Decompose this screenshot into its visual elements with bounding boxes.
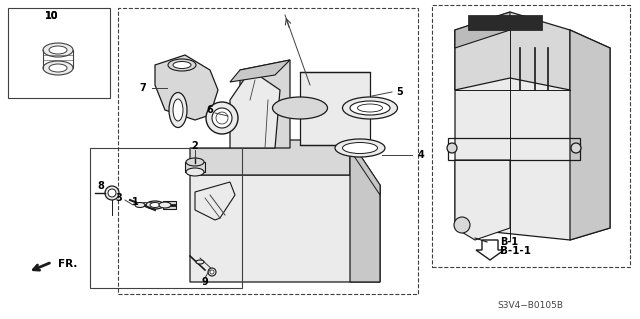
Text: 3: 3 [115,193,122,203]
Ellipse shape [342,143,378,153]
Polygon shape [230,75,280,148]
Text: 7: 7 [140,83,146,93]
Ellipse shape [350,101,390,115]
Ellipse shape [168,59,196,71]
Circle shape [208,268,216,276]
Ellipse shape [273,97,328,119]
Text: 4: 4 [418,150,425,160]
Text: 5: 5 [396,87,403,97]
Circle shape [206,102,238,134]
Circle shape [216,112,228,124]
Ellipse shape [173,99,183,121]
Polygon shape [185,162,205,172]
Circle shape [108,189,116,197]
Text: FR.: FR. [58,259,77,269]
Text: 8: 8 [97,181,104,191]
Text: B-1-1: B-1-1 [500,246,531,256]
Polygon shape [468,15,542,30]
Polygon shape [43,50,73,68]
Circle shape [105,186,119,200]
Ellipse shape [43,61,73,75]
Polygon shape [190,140,350,175]
Polygon shape [455,12,570,90]
Text: 10: 10 [45,11,59,21]
Ellipse shape [186,168,204,176]
Bar [90,148,242,288]
Ellipse shape [150,203,160,207]
Polygon shape [455,12,510,48]
Text: 9: 9 [202,277,209,287]
Circle shape [210,270,214,274]
Polygon shape [190,175,380,282]
Ellipse shape [173,62,191,69]
Polygon shape [570,30,610,240]
Polygon shape [350,140,380,195]
Polygon shape [155,55,218,120]
Polygon shape [240,60,290,148]
Polygon shape [163,201,176,209]
Bar [432,5,630,267]
Circle shape [571,143,581,153]
Polygon shape [455,160,510,240]
Polygon shape [300,72,370,145]
Text: 10: 10 [45,11,59,21]
Text: 6: 6 [207,105,213,115]
Ellipse shape [43,43,73,57]
Circle shape [212,108,232,128]
Bar [118,8,418,294]
Ellipse shape [342,97,397,119]
Ellipse shape [49,46,67,54]
Polygon shape [230,60,290,82]
Text: 1: 1 [132,197,139,207]
Bar [8,8,110,98]
Ellipse shape [135,203,145,207]
Text: B-1: B-1 [500,237,518,247]
Ellipse shape [169,93,187,128]
Ellipse shape [49,64,67,72]
Circle shape [454,217,470,233]
Text: 2: 2 [191,141,198,151]
Ellipse shape [335,139,385,157]
Polygon shape [455,30,610,240]
Polygon shape [476,240,504,260]
Text: S3V4−B0105B: S3V4−B0105B [497,300,563,309]
Circle shape [447,143,457,153]
Ellipse shape [146,201,164,209]
Ellipse shape [358,104,383,112]
Ellipse shape [186,158,204,166]
Ellipse shape [159,202,171,208]
Polygon shape [350,140,380,282]
Ellipse shape [196,260,204,264]
